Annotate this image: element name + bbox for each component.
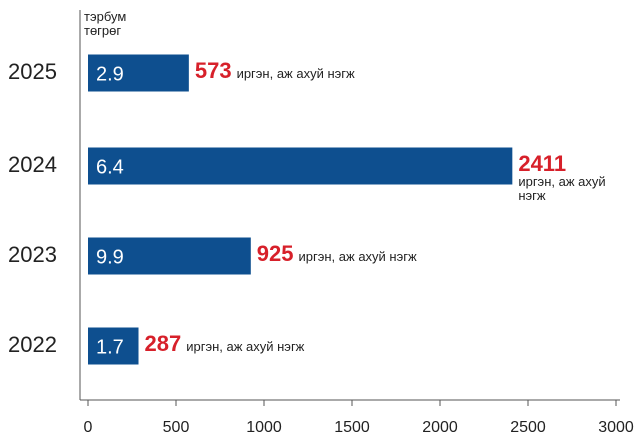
x-tick-label: 3000 — [598, 419, 634, 436]
category-label: 2023 — [8, 242, 57, 267]
x-tick-label: 2000 — [422, 419, 458, 436]
unit-label: тэрбум төгрөг — [84, 9, 127, 39]
annotation-text: иргэн, аж ахуй нэгж — [518, 174, 606, 203]
bar — [88, 327, 139, 365]
annotation: 573 иргэн, аж ахуй нэгж — [195, 59, 355, 82]
bar — [88, 147, 513, 185]
annotation-text: иргэн, аж ахуй нэгж — [298, 249, 417, 264]
x-tick-label: 1000 — [246, 419, 282, 436]
category-label: 2025 — [8, 59, 57, 84]
bar-amount: 9.9 — [96, 246, 124, 268]
x-tick-label: 1500 — [334, 419, 370, 436]
value-label: 2411 — [518, 151, 567, 176]
annotation-text: иргэн, аж ахуй нэгж — [186, 339, 305, 354]
value-label: 573 — [194, 58, 232, 83]
annotation: 2411 иргэн, аж ахуй нэгж — [518, 152, 636, 202]
annotation: 287 иргэн, аж ахуй нэгж — [145, 332, 305, 355]
bar — [88, 237, 251, 275]
annotation-text: иргэн, аж ахуй нэгж — [236, 66, 355, 81]
bar-amount: 6.4 — [96, 156, 124, 178]
bar-amount: 1.7 — [96, 336, 124, 358]
x-tick-label: 2500 — [510, 419, 546, 436]
bar — [88, 54, 189, 92]
value-label: 925 — [256, 241, 294, 266]
value-label: 287 — [144, 331, 182, 356]
annotation: 925 иргэн, аж ахуй нэгж — [257, 242, 417, 265]
bar-amount: 2.9 — [96, 63, 124, 85]
x-tick-label: 500 — [163, 419, 190, 436]
category-label: 2022 — [8, 332, 57, 357]
x-tick-label: 0 — [84, 419, 93, 436]
category-label: 2024 — [8, 152, 57, 177]
